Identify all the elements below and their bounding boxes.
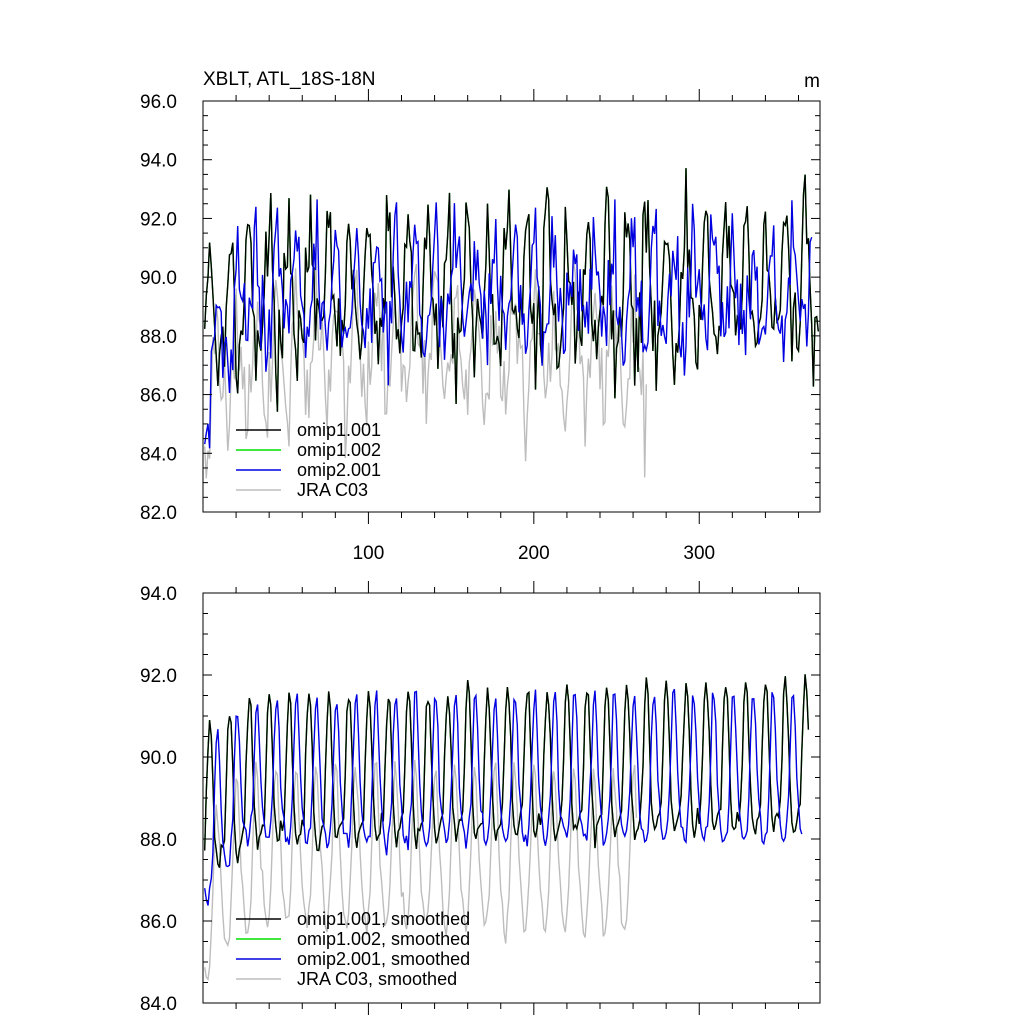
chart-title-left: XBLT, ATL_18S-18N	[203, 69, 376, 90]
y-tick-label: 86.0	[140, 386, 177, 407]
smoothed-panel: 84.0 86.0 88.0 90.0 92.0 94.0 omip1.001, smoo…	[140, 581, 821, 1015]
legend-label: omip1.002, smoothed	[297, 929, 470, 949]
y-tick-label: 94.0	[140, 584, 177, 605]
x-tick-label: 300	[683, 543, 715, 564]
series-line-jra-c03	[204, 759, 638, 981]
legend-label: omip1.001, smoothed	[297, 909, 470, 929]
series-line-omip1-001	[204, 674, 810, 868]
plot-frame	[202, 592, 821, 1004]
y-tick-label: 90.0	[140, 748, 177, 769]
y-tick-label: 88.0	[140, 327, 177, 348]
y-tick-label: 88.0	[140, 830, 177, 851]
chart-title-right: m	[804, 71, 820, 92]
y-tick-label: 90.0	[140, 268, 177, 289]
legend-label: JRA C03	[297, 480, 368, 500]
y-tick-label: 84.0	[140, 444, 177, 465]
tick-group: 82.0 84.0 86.0 88.0 90.0 92.0 94.0 96.0 100 200 30…	[140, 89, 820, 564]
y-tick-label: 94.0	[140, 151, 177, 172]
y-tick-label: 82.0	[140, 503, 177, 524]
series-group	[204, 168, 819, 479]
series-line-omip2-001	[204, 199, 813, 449]
y-tick-label: 86.0	[140, 912, 177, 933]
legend-label: omip1.001	[297, 420, 381, 440]
legend-label: JRA C03, smoothed	[297, 969, 457, 989]
series-group	[204, 674, 810, 981]
y-tick-label: 84.0	[140, 994, 177, 1015]
raw-panel: 82.0 84.0 86.0 88.0 90.0 92.0 94.0 96.0 100 200 30…	[140, 89, 821, 564]
x-tick-label: 100	[353, 543, 385, 564]
legend-label: omip2.001	[297, 460, 381, 480]
y-tick-label: 92.0	[140, 666, 177, 687]
tick-group: 84.0 86.0 88.0 90.0 92.0 94.0	[140, 581, 820, 1015]
y-tick-label: 92.0	[140, 209, 177, 230]
legend-label: omip1.002	[297, 440, 381, 460]
series-line-omip2-001	[204, 688, 803, 906]
y-tick-label: 96.0	[140, 92, 177, 113]
x-tick-label: 200	[518, 543, 550, 564]
legend-label: omip2.001, smoothed	[297, 949, 470, 969]
